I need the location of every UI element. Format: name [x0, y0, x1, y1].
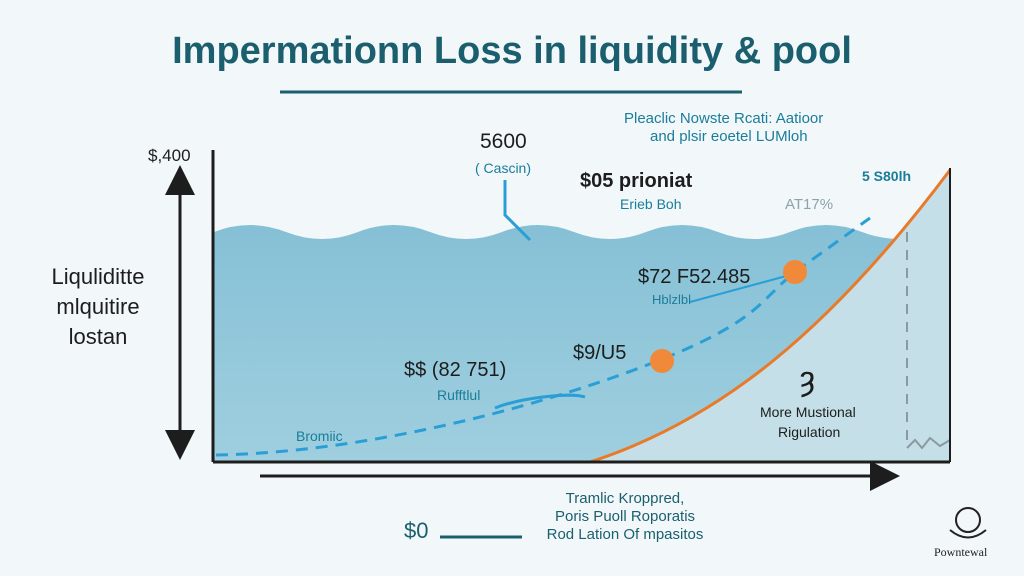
prioniat-label: $05 prioniat [580, 170, 693, 192]
region-line-2: Rigulation [778, 424, 841, 440]
data-point-2 [650, 349, 674, 373]
arrow-point2 [689, 274, 791, 303]
bromiic-label: Bromiic [296, 428, 343, 444]
right-value-label: 5 S80lh [862, 168, 912, 184]
logo-text: Powntewal [934, 545, 988, 559]
point3-value: $$ (82 751) [404, 359, 507, 381]
bottom-caption: Tramlic Kroppred, Poris Puoll Roporatis … [546, 490, 704, 543]
light-region [590, 170, 950, 462]
y-axis-label: Liquliditte mlquitire lostan [51, 264, 145, 349]
zero-label: $0 [404, 518, 429, 543]
arrow-cascin [503, 180, 532, 242]
data-point-1 [783, 260, 807, 284]
region-line-1: More Mustional [760, 404, 856, 420]
page-title: Impermationn Loss in liquidity & pool [172, 30, 852, 72]
point1-value: $72 F52.485 [638, 266, 751, 288]
cascin-label: ( Cascin) [475, 160, 532, 176]
zigzag-mark [906, 436, 951, 450]
point3-label: Rufftlul [437, 387, 481, 403]
region-glyph: ȝ [800, 360, 815, 398]
arrow-rufftlul [494, 393, 586, 410]
orange-curve [589, 169, 952, 464]
value-5600: 5600 [480, 130, 527, 153]
erieb-boh-label: Erieb Boh [620, 196, 682, 212]
logo-icon [949, 507, 987, 539]
point1-label: Hblzlbl [652, 292, 692, 307]
percent-label: AT17% [785, 196, 834, 213]
note-line-1: Pleaclic Nowste Rcati: Aatioor [624, 110, 824, 127]
y-axis-top-label: $,400 [148, 146, 191, 165]
point2-value: $9/U5 [573, 342, 627, 364]
note-line-2: and plsir eoetel LUMloh [650, 128, 808, 145]
